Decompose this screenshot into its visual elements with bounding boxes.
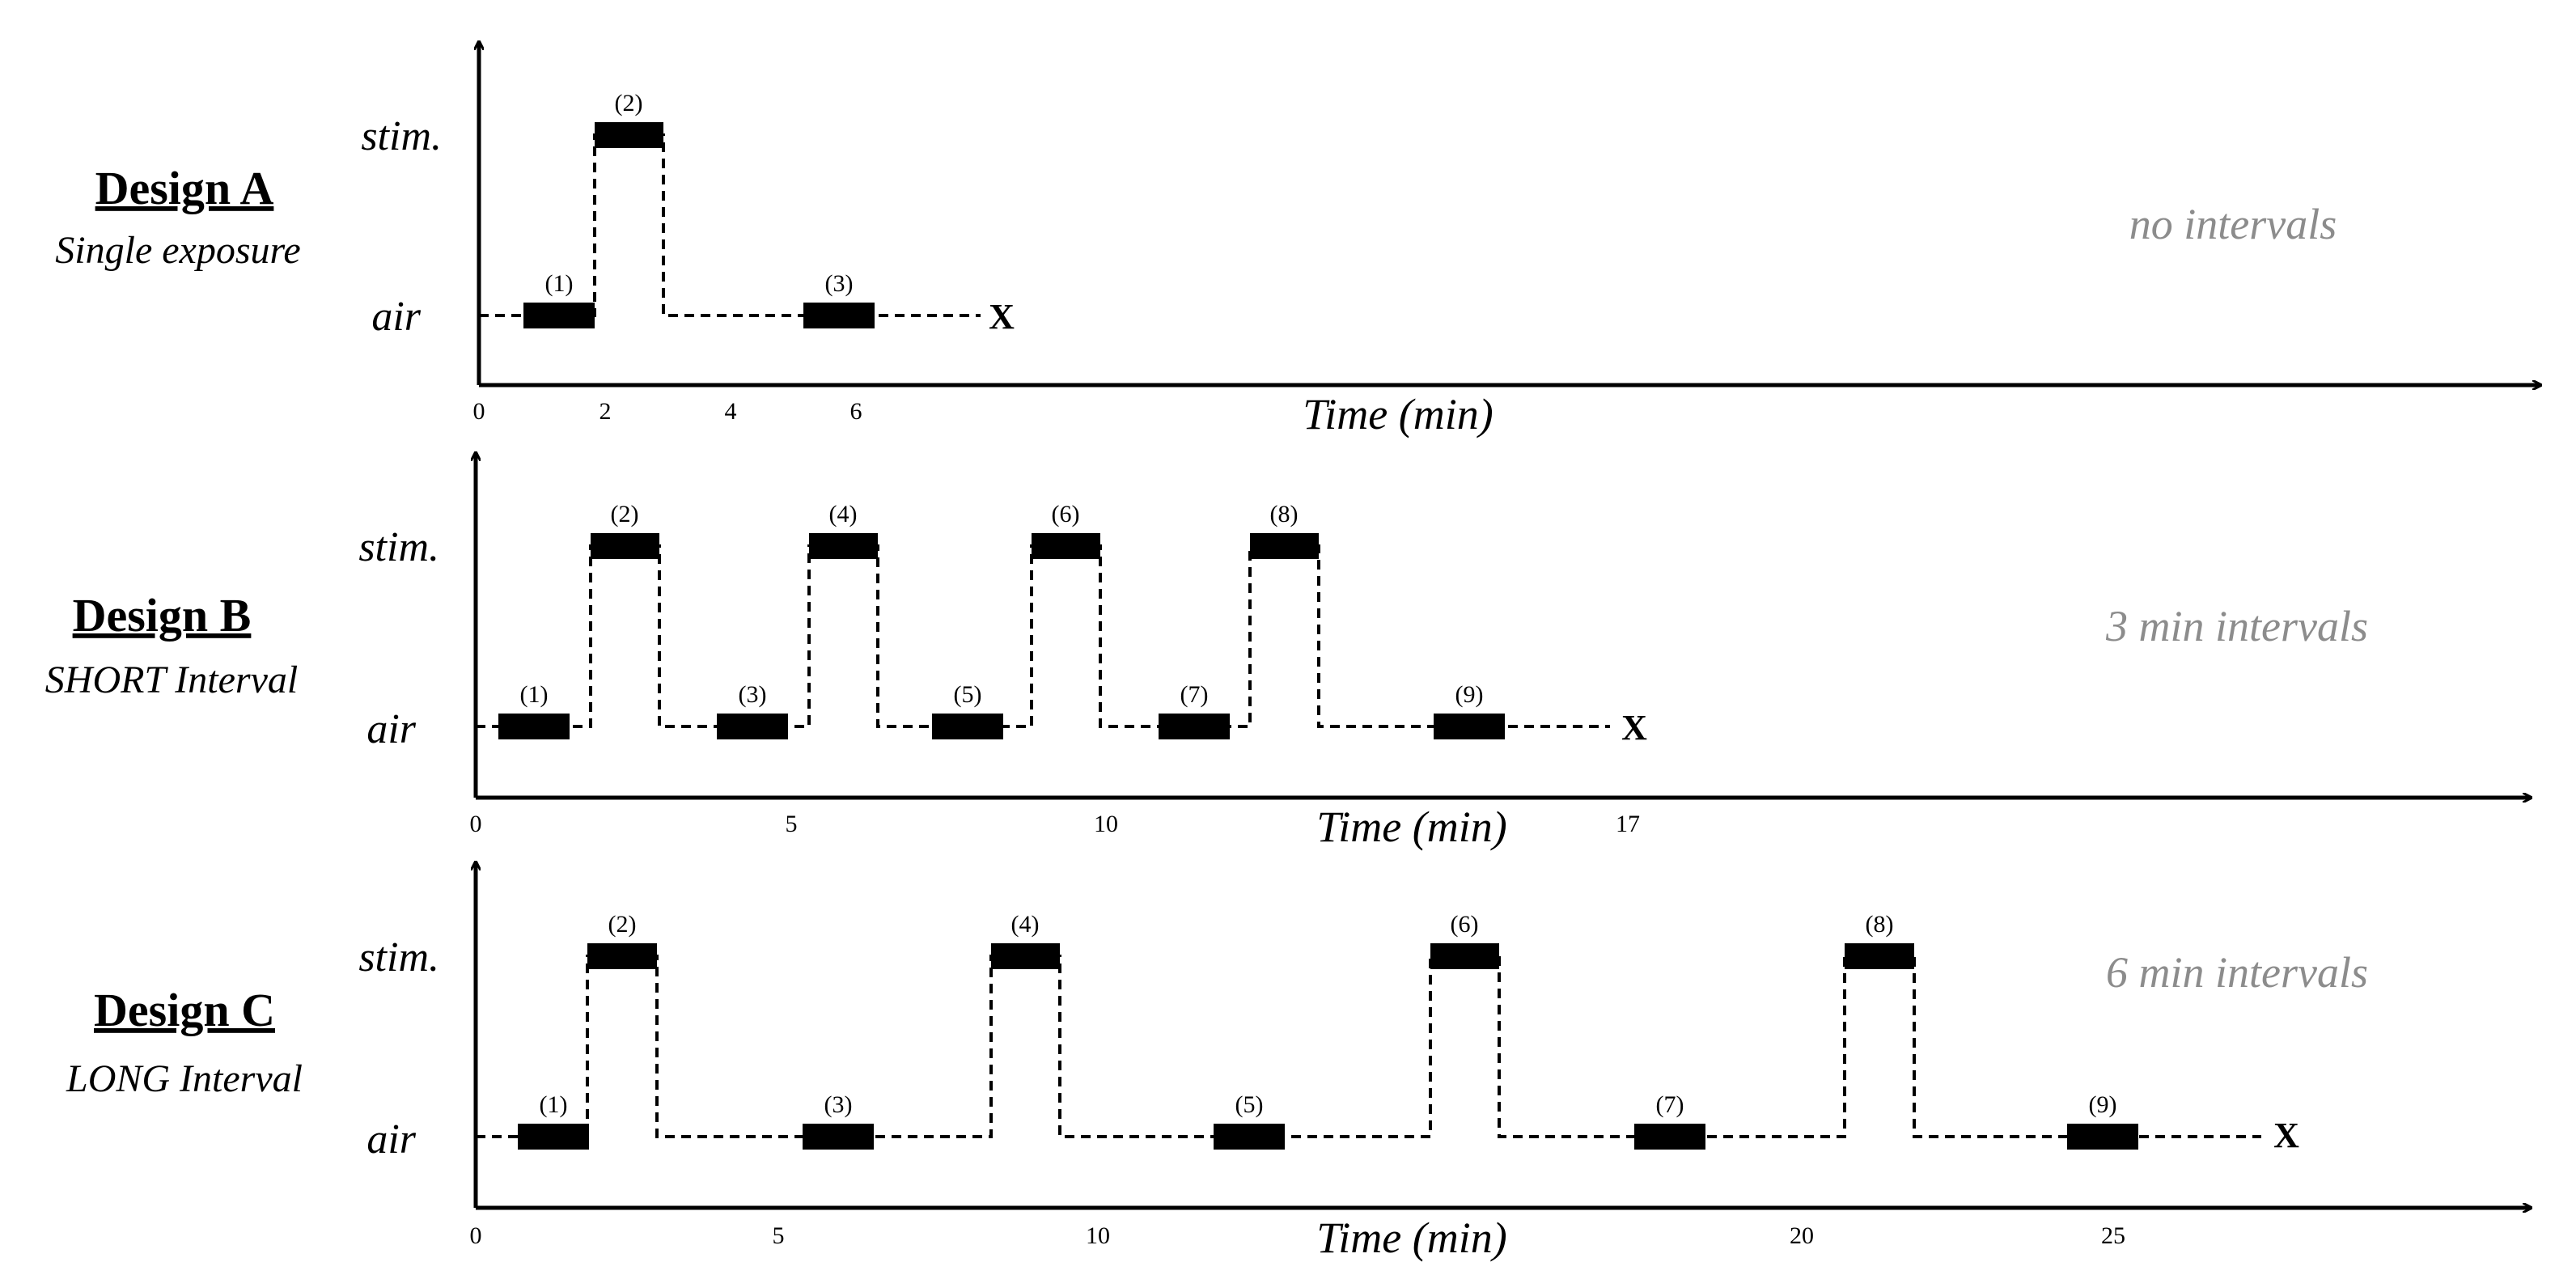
design-c-air-label: air [366, 1116, 416, 1163]
design-a-tick: 2 [600, 398, 612, 425]
design-b-time-label: Time (min) [1316, 803, 1507, 851]
design-c-tick: 10 [1086, 1222, 1110, 1249]
design-b-end-marker: X [1621, 708, 1647, 747]
design-b-air-segment-block [932, 714, 1003, 739]
design-c-air-segment-block [2067, 1124, 2138, 1150]
design-c-air-segment-block [518, 1124, 589, 1150]
design-c-stim-segment-block [1430, 943, 1499, 969]
design-b-stim-segment-block [1250, 533, 1319, 559]
design-c-note: 6 min intervals [2106, 948, 2368, 997]
design-c-segment-label: (1) [540, 1091, 568, 1118]
design-c-segment-label: (2) [608, 911, 637, 938]
design-b-exposure-trace [476, 544, 1610, 728]
design-c-end-marker: X [2273, 1116, 2299, 1155]
design-b-note: 3 min intervals [2105, 602, 2368, 650]
design-c-tick: 0 [470, 1222, 482, 1249]
design-b-air-segment-block [1434, 714, 1505, 739]
design-b-stim-segment-block [1032, 533, 1100, 559]
design-b-title: Design B [73, 589, 252, 642]
design-c-air-segment-block [1214, 1124, 1285, 1150]
design-b-air-label: air [366, 706, 416, 752]
design-b-stim-label: stim. [358, 524, 439, 570]
design-c-stim-label: stim. [358, 934, 439, 980]
design-b-subtitle: SHORT Interval [45, 659, 298, 701]
design-a-subtitle: Single exposure [55, 229, 300, 272]
design-a-panel: Design A Single exposure stim. air no in… [55, 42, 2540, 438]
design-a-air-label: air [371, 294, 421, 340]
design-b-segment-label: (5) [954, 681, 982, 708]
design-a-segment-label: (1) [545, 270, 574, 297]
design-b-tick: 17 [1616, 811, 1640, 837]
design-b-segment-label: (1) [520, 681, 549, 708]
design-c-time-label: Time (min) [1316, 1213, 1507, 1262]
design-a-air-segment-block [523, 303, 595, 328]
design-a-tick: 4 [725, 398, 737, 425]
design-a-time-label: Time (min) [1303, 390, 1493, 438]
design-b-segment-label: (2) [611, 501, 639, 527]
design-b-segment-label: (8) [1270, 501, 1299, 527]
design-a-note: no intervals [2129, 200, 2337, 248]
design-a-tick: 6 [850, 398, 862, 425]
design-b-air-segment-block [1159, 714, 1230, 739]
design-b-air-segment-block [717, 714, 788, 739]
design-c-segment-label: (4) [1011, 911, 1040, 938]
design-b-air-segment-block [498, 714, 570, 739]
design-c-segment-label: (6) [1451, 911, 1479, 938]
design-a-air-segment-block [803, 303, 875, 328]
design-c-air-segment-block [803, 1124, 874, 1150]
design-b-segment-label: (7) [1180, 681, 1209, 708]
design-b-tick: 0 [470, 811, 482, 837]
design-b-stim-segment-block [809, 533, 878, 559]
design-c-segment-label: (8) [1866, 911, 1894, 938]
design-b-segment-label: (4) [829, 501, 858, 527]
design-c-air-segment-block [1634, 1124, 1705, 1150]
design-a-segment-label: (2) [615, 90, 643, 116]
design-c-stim-segment-block [1845, 943, 1914, 969]
design-a-end-marker: X [989, 297, 1015, 337]
design-c-tick: 25 [2101, 1222, 2125, 1249]
design-c-segment-label: (3) [824, 1091, 853, 1118]
design-c-segment-label: (7) [1656, 1091, 1684, 1118]
design-b-stim-segment-block [591, 533, 659, 559]
design-b-tick: 10 [1094, 811, 1118, 837]
design-a-segment-label: (3) [825, 270, 854, 297]
design-a-tick: 0 [473, 398, 485, 425]
design-c-segment-label: (9) [2089, 1091, 2117, 1118]
design-b-segment-label: (6) [1052, 501, 1080, 527]
design-a-title: Design A [95, 162, 274, 214]
design-c-stim-segment-block [991, 943, 1060, 969]
design-b-panel: Design B SHORT Interval stim. air 3 min … [45, 453, 2531, 851]
design-c-tick: 5 [773, 1222, 785, 1249]
design-b-tick: 5 [786, 811, 798, 837]
design-c-segment-label: (5) [1235, 1091, 1264, 1118]
design-b-segment-label: (9) [1455, 681, 1484, 708]
design-c-subtitle: LONG Interval [66, 1057, 303, 1100]
design-c-panel: Design C LONG Interval stim. air 6 min i… [66, 862, 2531, 1262]
design-b-segment-label: (3) [739, 681, 767, 708]
design-c-title: Design C [94, 984, 275, 1036]
design-a-stim-segment-block [595, 122, 663, 148]
design-a-stim-label: stim. [361, 113, 442, 159]
design-c-exposure-trace [476, 955, 2261, 1138]
design-c-stim-segment-block [587, 943, 657, 969]
design-c-tick: 20 [1790, 1222, 1814, 1249]
